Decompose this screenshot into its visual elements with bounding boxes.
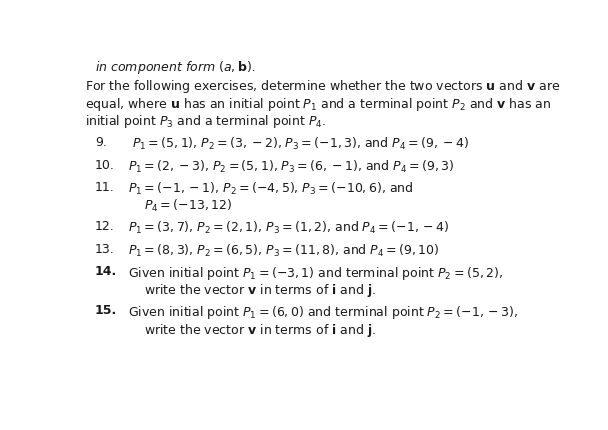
Text: 11.: 11. <box>95 181 114 194</box>
Text: write the vector $\mathbf{v}$ in terms of $\mathbf{i}$ and $\mathbf{j}$.: write the vector $\mathbf{v}$ in terms o… <box>144 321 376 338</box>
Text: $P_1 = (3,7)$, $P_2 = (2,1)$, $P_3 = (1,2)$, and $P_4 = (-1,-4)$: $P_1 = (3,7)$, $P_2 = (2,1)$, $P_3 = (1,… <box>128 220 449 236</box>
Text: write the vector $\mathbf{v}$ in terms of $\mathbf{i}$ and $\mathbf{j}$.: write the vector $\mathbf{v}$ in terms o… <box>144 281 376 298</box>
Text: equal, where $\mathbf{u}$ has an initial point $P_1$ and a terminal point $P_2$ : equal, where $\mathbf{u}$ has an initial… <box>85 95 552 112</box>
Text: initial point $P_3$ and a terminal point $P_4$.: initial point $P_3$ and a terminal point… <box>85 113 326 129</box>
Text: 10.: 10. <box>95 158 115 171</box>
Text: 14.: 14. <box>95 264 117 277</box>
Text: 12.: 12. <box>95 220 114 233</box>
Text: Given initial point $P_1 = (-3,1)$ and terminal point $P_2 = (5,2)$,: Given initial point $P_1 = (-3,1)$ and t… <box>128 264 503 281</box>
Text: $P_1 = (2,-3)$, $P_2 = (5,1)$, $P_3 = (6,-1)$, and $P_4 = (9,3)$: $P_1 = (2,-3)$, $P_2 = (5,1)$, $P_3 = (6… <box>128 158 454 174</box>
Text: $P_4 = (-13,12)$: $P_4 = (-13,12)$ <box>144 198 232 214</box>
Text: $P_1 = (-1,-1)$, $P_2 = (-4,5)$, $P_3 = (-10,6)$, and: $P_1 = (-1,-1)$, $P_2 = (-4,5)$, $P_3 = … <box>128 181 413 197</box>
Text: $P_1 = (8,3)$, $P_2 = (6,5)$, $P_3 = (11,8)$, and $P_4 = (9,10)$: $P_1 = (8,3)$, $P_2 = (6,5)$, $P_3 = (11… <box>128 242 440 258</box>
Text: Given initial point $P_1 = (6,0)$ and terminal point $P_2 = (-1,-3)$,: Given initial point $P_1 = (6,0)$ and te… <box>128 304 518 320</box>
Text: 15.: 15. <box>95 304 117 316</box>
Text: $P_1 = (5,1)$, $P_2 = (3,-2)$, $P_3 = (-1,3)$, and $P_4 = (9,-4)$: $P_1 = (5,1)$, $P_2 = (3,-2)$, $P_3 = (-… <box>131 136 469 152</box>
Text: 13.: 13. <box>95 242 114 255</box>
Text: For the following exercises, determine whether the two vectors $\mathbf{u}$ and : For the following exercises, determine w… <box>85 78 561 95</box>
Text: 9.: 9. <box>95 136 107 149</box>
Text: in component form $(a, \mathbf{b})$.: in component form $(a, \mathbf{b})$. <box>95 59 255 76</box>
